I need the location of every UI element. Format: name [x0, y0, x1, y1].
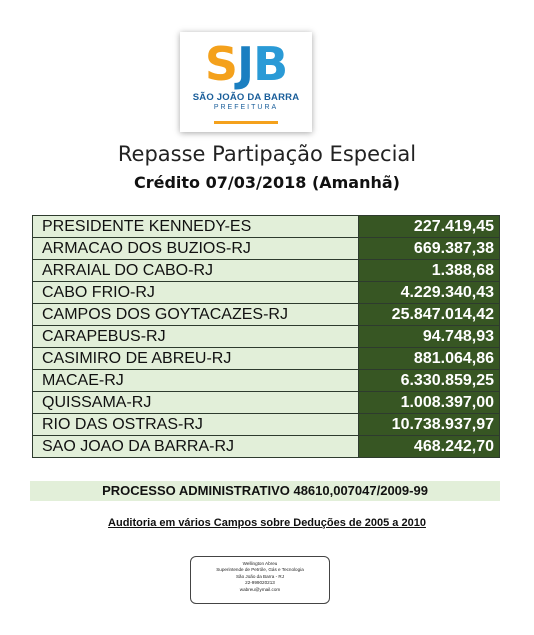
- city-cell: QUISSAMA-RJ: [32, 391, 359, 414]
- processo-banner: PROCESSO ADMINISTRATIVO 48610,007047/200…: [30, 481, 500, 501]
- contact-phone: 22-999020213: [245, 580, 275, 586]
- value-cell: 10.738.937,97: [358, 413, 500, 436]
- table-row: SAO JOAO DA BARRA-RJ 468.242,70: [32, 435, 500, 458]
- table-row: ARRAIAL DO CABO-RJ 1.388,68: [32, 259, 500, 282]
- value-cell: 4.229.340,43: [358, 281, 500, 304]
- value-cell: 6.330.859,25: [358, 369, 500, 392]
- contact-location: São João da Barra - RJ: [235, 573, 284, 579]
- page-title: Repasse Partipação Especial: [117, 142, 417, 166]
- logo-letter-s: S: [204, 37, 238, 91]
- table-row: CARAPEBUS-RJ 94.748,93: [32, 325, 500, 348]
- contact-name: Wellington Abreu: [242, 561, 278, 566]
- city-cell: CABO FRIO-RJ: [32, 281, 359, 304]
- value-cell: 669.387,38: [358, 237, 500, 260]
- sjb-logo: SJB SÃO JOÃO DA BARRA PREFEITURA: [180, 32, 312, 132]
- table-row: PRESIDENTE KENNEDY-ES 227.419,45: [32, 215, 500, 238]
- value-cell: 25.847.014,42: [358, 303, 500, 326]
- value-cell: 94.748,93: [358, 325, 500, 348]
- value-cell: 227.419,45: [358, 215, 500, 238]
- auditoria-note: Auditoria em vários Campos sobre Deduçõe…: [108, 517, 426, 529]
- logo-underline: [214, 121, 278, 124]
- logo-letter-j: J: [236, 37, 254, 91]
- contact-email: wabreu@ymail.com: [239, 586, 281, 592]
- city-cell: CAMPOS DOS GOYTACAZES-RJ: [32, 303, 359, 326]
- page-subtitle: Crédito 07/03/2018 (Amanhã): [133, 173, 400, 192]
- city-cell: CASIMIRO DE ABREU-RJ: [32, 347, 359, 370]
- city-cell: MACAE-RJ: [32, 369, 359, 392]
- value-cell: 468.242,70: [358, 435, 500, 458]
- contact-card: Wellington Abreu Superintende de Petróle…: [190, 556, 330, 604]
- city-cell: ARRAIAL DO CABO-RJ: [32, 259, 359, 282]
- logo-subtitle: PREFEITURA: [213, 104, 279, 111]
- city-cell: RIO DAS OSTRAS-RJ: [32, 413, 359, 436]
- table-row: CASIMIRO DE ABREU-RJ 881.064,86: [32, 347, 500, 370]
- logo-letters: SJB: [180, 38, 312, 90]
- table-row: CAMPOS DOS GOYTACAZES-RJ 25.847.014,42: [32, 303, 500, 326]
- city-cell: CARAPEBUS-RJ: [32, 325, 359, 348]
- contact-role: Superintende de Petróle, Gás e Tecnologi…: [216, 567, 304, 573]
- table-row: QUISSAMA-RJ 1.008.397,00: [32, 391, 500, 414]
- logo-name: SÃO JOÃO DA BARRA: [192, 92, 300, 103]
- table-row: CABO FRIO-RJ 4.229.340,43: [32, 281, 500, 304]
- city-cell: ARMACAO DOS BUZIOS-RJ: [32, 237, 359, 260]
- value-cell: 1.008.397,00: [358, 391, 500, 414]
- city-cell: SAO JOAO DA BARRA-RJ: [32, 435, 359, 458]
- table-row: RIO DAS OSTRAS-RJ 10.738.937,97: [32, 413, 500, 436]
- value-cell: 1.388,68: [358, 259, 500, 282]
- city-cell: PRESIDENTE KENNEDY-ES: [32, 215, 359, 238]
- table-row: MACAE-RJ 6.330.859,25: [32, 369, 500, 392]
- logo-letter-b: B: [253, 37, 288, 91]
- value-cell: 881.064,86: [358, 347, 500, 370]
- table-row: ARMACAO DOS BUZIOS-RJ 669.387,38: [32, 237, 500, 260]
- repasse-table: PRESIDENTE KENNEDY-ES 227.419,45 ARMACAO …: [32, 215, 500, 458]
